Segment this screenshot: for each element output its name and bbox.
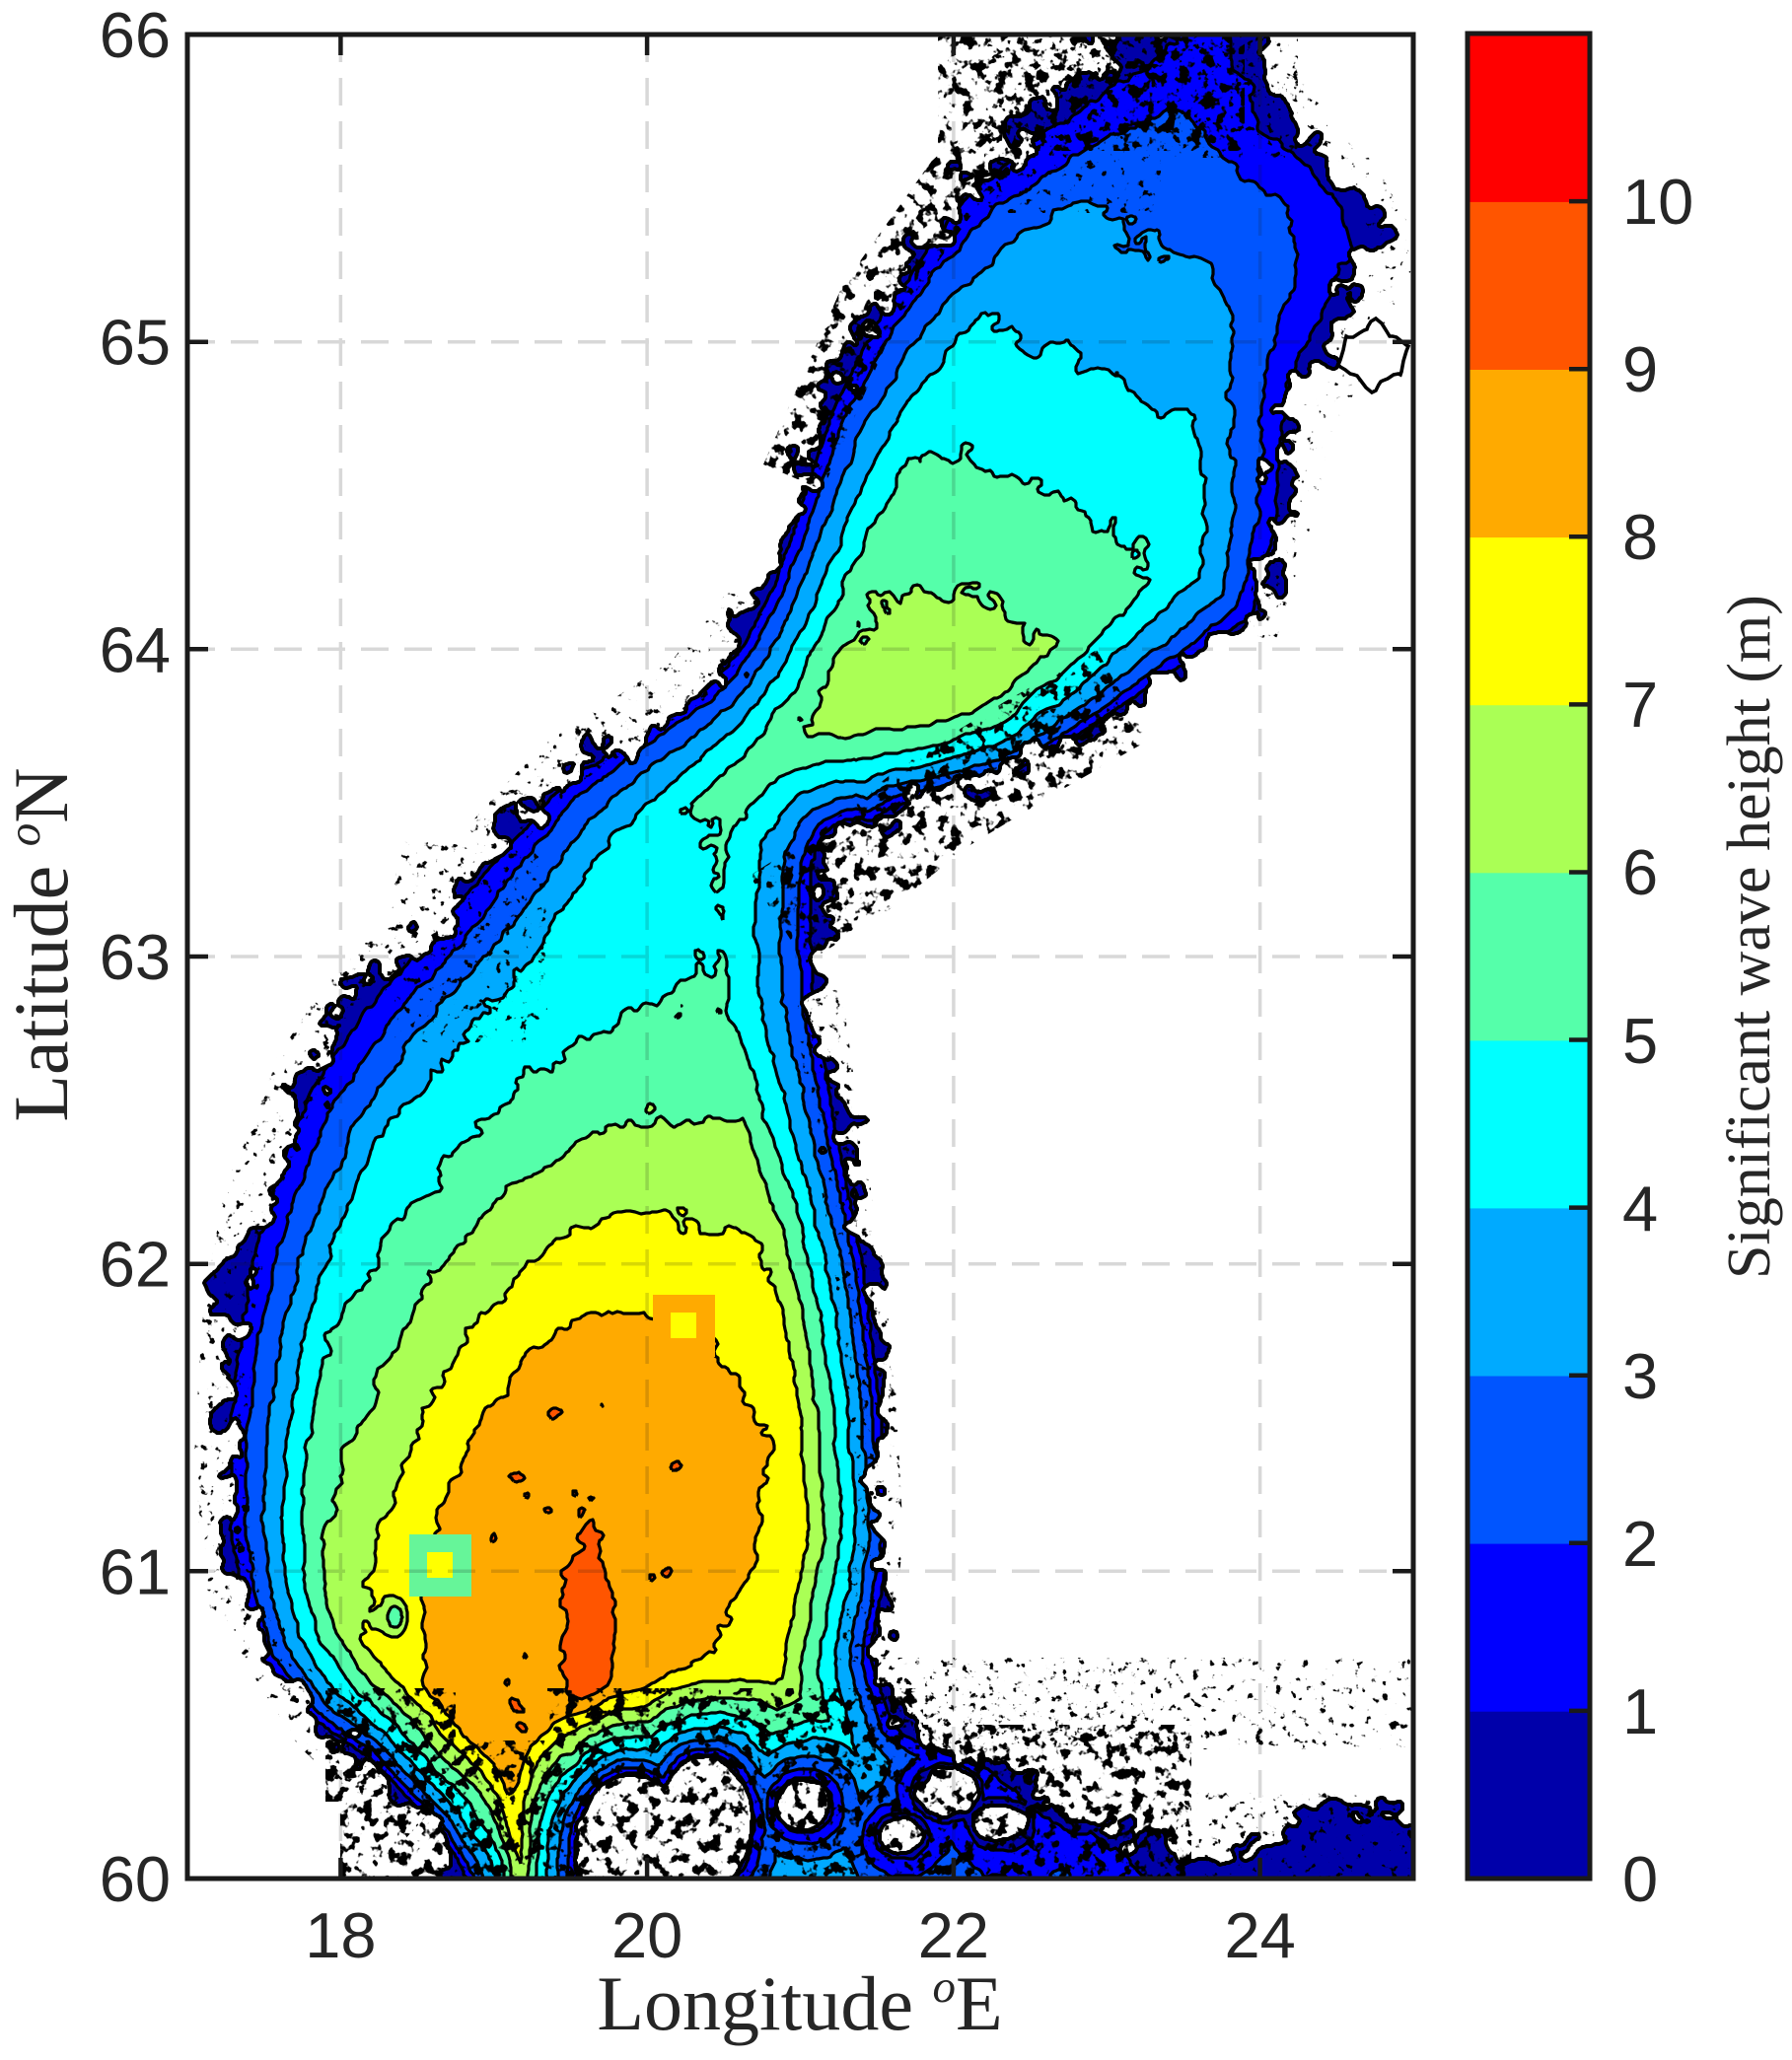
svg-text:24: 24 bbox=[1224, 1899, 1295, 1971]
svg-text:18: 18 bbox=[305, 1899, 376, 1971]
svg-text:63: 63 bbox=[100, 921, 171, 993]
svg-text:61: 61 bbox=[100, 1535, 171, 1607]
svg-text:4: 4 bbox=[1622, 1172, 1658, 1244]
svg-text:1: 1 bbox=[1622, 1675, 1658, 1747]
svg-text:20: 20 bbox=[611, 1899, 682, 1971]
svg-text:5: 5 bbox=[1622, 1005, 1658, 1077]
svg-text:66: 66 bbox=[100, 0, 171, 71]
svg-text:10: 10 bbox=[1622, 166, 1693, 238]
svg-text:2: 2 bbox=[1622, 1508, 1658, 1580]
svg-text:62: 62 bbox=[100, 1229, 171, 1301]
svg-text:0: 0 bbox=[1622, 1843, 1658, 1915]
svg-text:9: 9 bbox=[1622, 333, 1658, 405]
svg-text:6: 6 bbox=[1622, 836, 1658, 908]
svg-text:60: 60 bbox=[100, 1843, 171, 1915]
svg-text:64: 64 bbox=[100, 613, 171, 685]
svg-text:65: 65 bbox=[100, 307, 171, 379]
svg-text:8: 8 bbox=[1622, 501, 1658, 573]
svg-text:Latitude oN: Latitude oN bbox=[0, 767, 84, 1121]
svg-text:7: 7 bbox=[1622, 669, 1658, 741]
svg-text:Significant wave height (m): Significant wave height (m) bbox=[1716, 595, 1783, 1279]
svg-text:3: 3 bbox=[1622, 1340, 1658, 1412]
svg-text:22: 22 bbox=[918, 1899, 989, 1971]
